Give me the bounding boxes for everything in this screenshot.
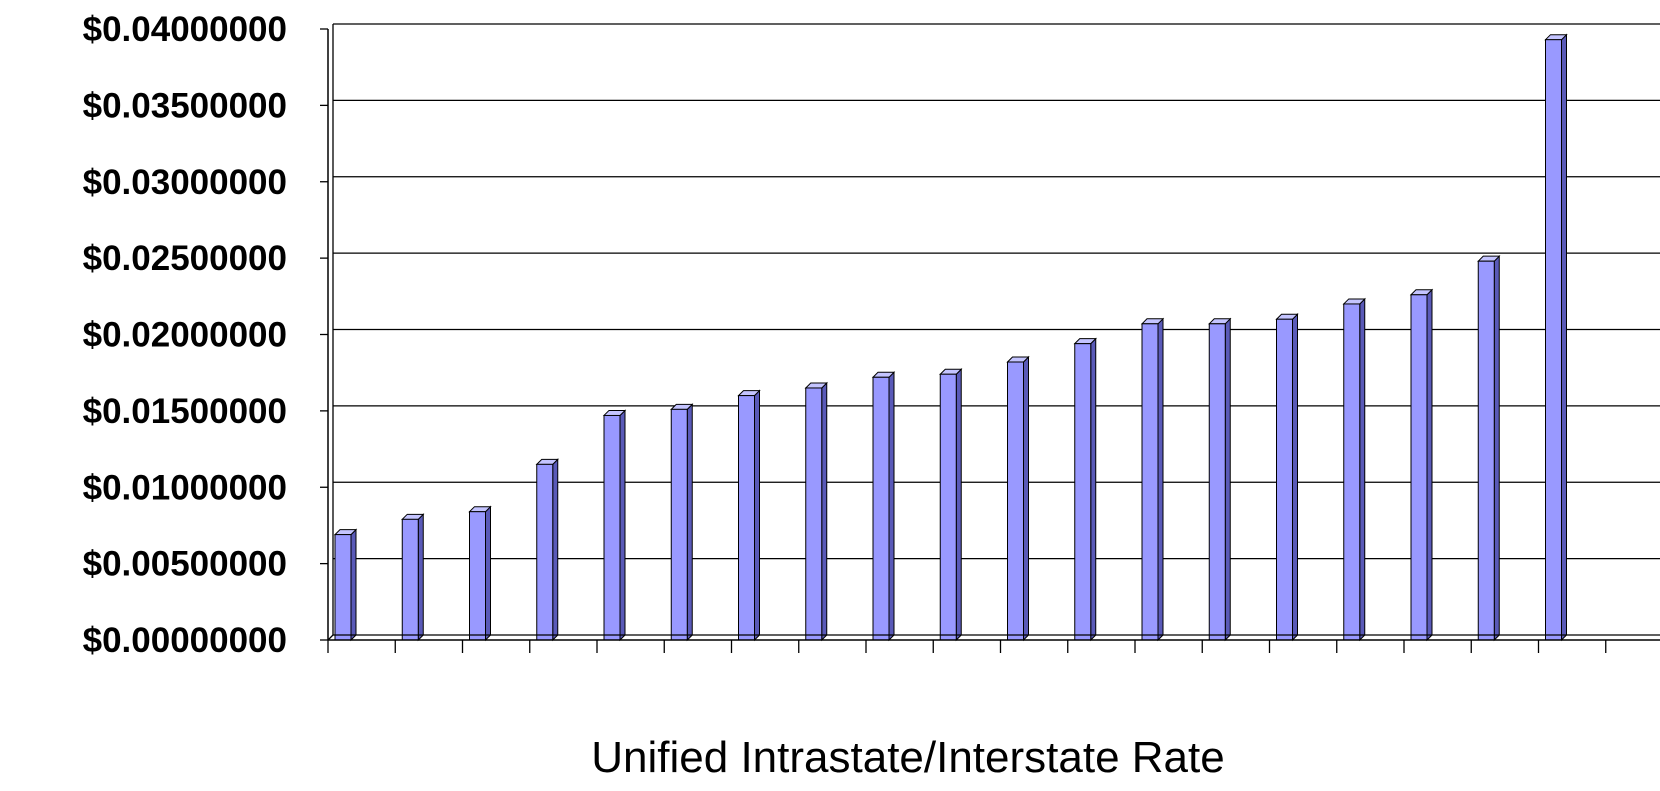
y-tick-label: $0.04000000 bbox=[83, 10, 287, 49]
bar-front bbox=[334, 534, 352, 641]
bar bbox=[1342, 297, 1366, 642]
bar bbox=[535, 458, 559, 642]
bar-front bbox=[1141, 323, 1159, 641]
bar bbox=[401, 513, 425, 642]
bar-front bbox=[536, 463, 554, 641]
bar-front bbox=[1074, 343, 1092, 641]
bar-front bbox=[805, 387, 823, 641]
bar-front bbox=[1410, 294, 1428, 641]
bar-side bbox=[686, 403, 693, 642]
bar-front bbox=[1343, 303, 1361, 641]
bar-side bbox=[552, 458, 559, 642]
bar bbox=[1477, 254, 1501, 642]
bar-front bbox=[670, 408, 688, 641]
bar bbox=[804, 381, 828, 642]
y-tick-label: $0.03000000 bbox=[83, 163, 287, 202]
bar-front bbox=[603, 414, 621, 641]
bar-side bbox=[1157, 317, 1164, 642]
bar-side bbox=[417, 513, 424, 642]
bar-side bbox=[1359, 297, 1366, 642]
bar bbox=[1544, 33, 1568, 642]
bar-front bbox=[1276, 318, 1293, 641]
y-tick-label: $0.00500000 bbox=[83, 545, 287, 584]
x-axis-label: Unified Intrastate/Interstate Rate bbox=[591, 733, 1224, 782]
bar-side bbox=[619, 409, 626, 642]
bar bbox=[333, 528, 358, 642]
bar-front bbox=[1208, 323, 1226, 641]
bars bbox=[333, 33, 1568, 642]
bar-side bbox=[821, 381, 828, 642]
bar bbox=[1275, 313, 1299, 642]
y-tick-label: $0.02000000 bbox=[83, 316, 287, 355]
bar bbox=[670, 403, 694, 642]
y-tick-label: $0.01000000 bbox=[83, 468, 287, 507]
bar bbox=[939, 368, 963, 642]
y-tick-labels: $0.00000000 $0.00500000 $0.01000000 $0.0150… bbox=[83, 10, 287, 660]
bar-side bbox=[1224, 317, 1231, 642]
bar-side bbox=[888, 371, 895, 642]
bar-side bbox=[1426, 288, 1433, 642]
bar-side bbox=[1090, 337, 1097, 642]
bar-side bbox=[754, 389, 760, 642]
bar bbox=[602, 409, 627, 642]
bar-front bbox=[872, 376, 890, 641]
bar-side bbox=[1023, 355, 1029, 642]
bar-side bbox=[955, 368, 962, 642]
bar bbox=[1140, 317, 1165, 642]
bar-side bbox=[350, 528, 357, 642]
bar-front bbox=[401, 518, 419, 641]
bar bbox=[1409, 288, 1434, 642]
bar-front bbox=[1545, 39, 1562, 641]
bar-side bbox=[1292, 313, 1298, 642]
bar bbox=[737, 389, 761, 642]
y-tick-label: $0.01500000 bbox=[83, 392, 287, 431]
y-tick-label: $0.00000000 bbox=[83, 621, 287, 660]
bar bbox=[1006, 355, 1030, 642]
bar-front bbox=[1007, 361, 1024, 641]
bar-side bbox=[1493, 254, 1500, 642]
bar-front bbox=[469, 511, 486, 641]
bar bbox=[468, 505, 492, 642]
y-tick-label: $0.02500000 bbox=[83, 239, 287, 278]
bar bbox=[871, 371, 896, 642]
bar-front bbox=[939, 373, 957, 641]
bar-side bbox=[1561, 33, 1567, 642]
gridlines bbox=[333, 23, 1660, 560]
axes bbox=[320, 24, 1660, 653]
floor-corner-line bbox=[327, 634, 334, 641]
y-tick-label: $0.03500000 bbox=[83, 86, 287, 125]
bar bbox=[1073, 337, 1097, 642]
bar-front bbox=[1477, 260, 1495, 641]
bar bbox=[1208, 317, 1232, 642]
bar-front bbox=[738, 395, 755, 641]
bar-side bbox=[485, 505, 491, 642]
